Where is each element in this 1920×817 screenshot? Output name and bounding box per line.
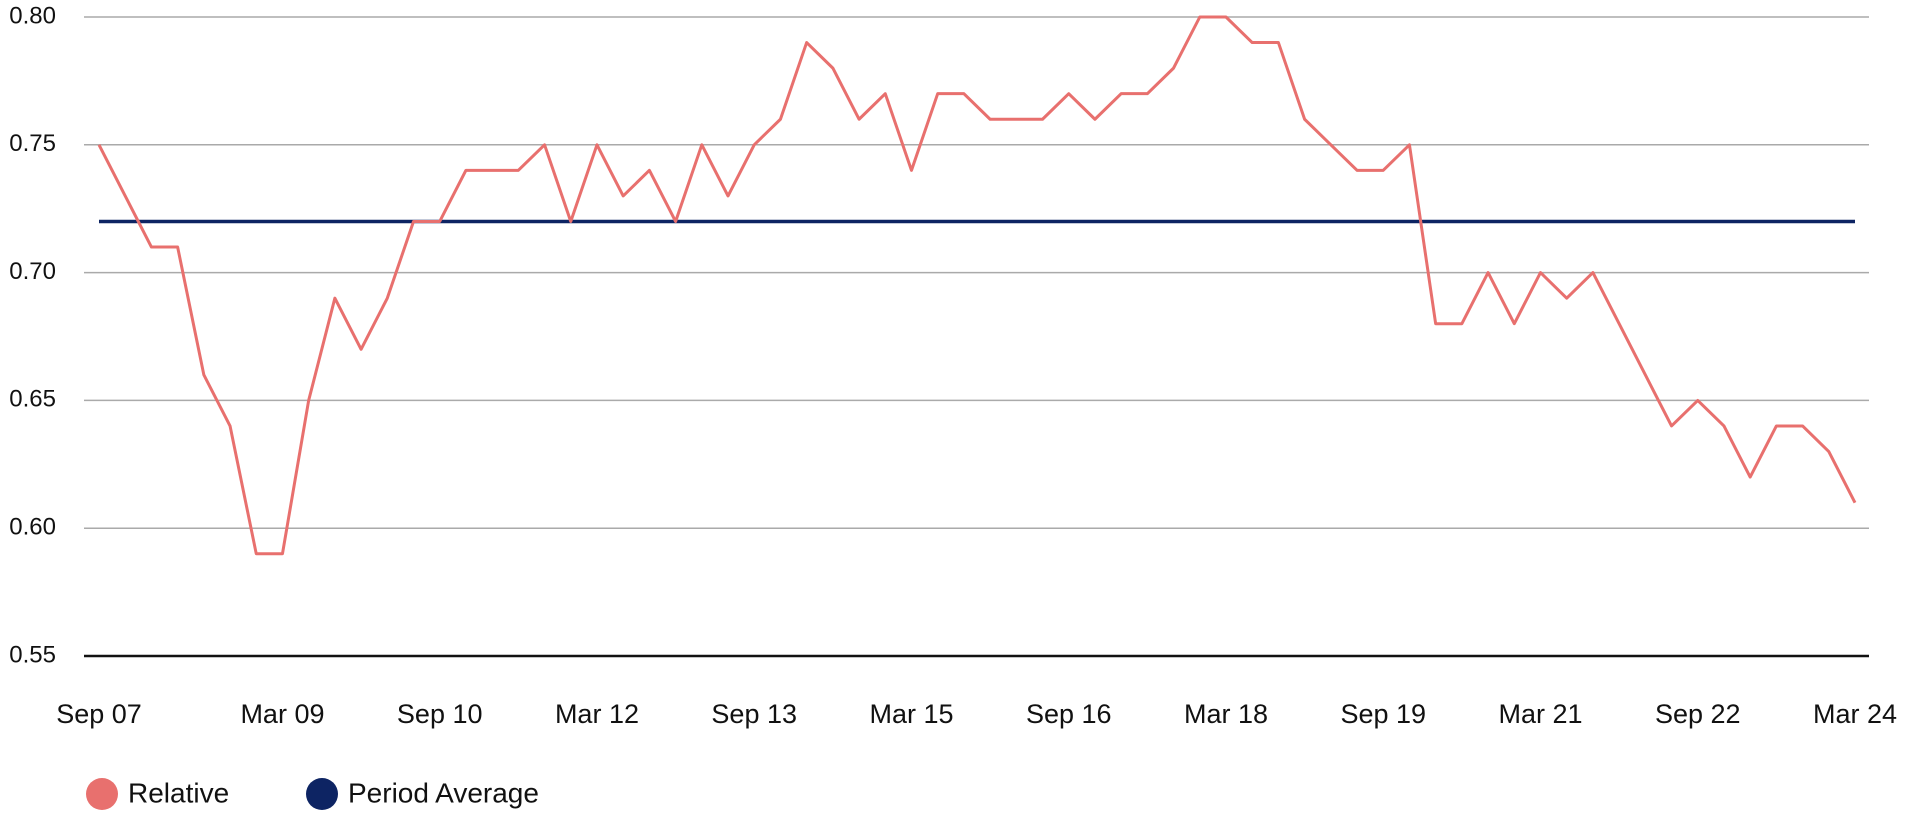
x-tick-label: Mar 12 (555, 699, 639, 729)
y-tick-label: 0.65 (9, 386, 56, 413)
y-tick-label: 0.55 (9, 641, 56, 668)
legend-label: Relative (128, 777, 229, 808)
y-tick-label: 0.80 (9, 2, 56, 29)
legend-label: Period Average (348, 777, 539, 808)
x-tick-label: Sep 22 (1655, 699, 1741, 729)
x-tick-label: Sep 16 (1026, 699, 1112, 729)
x-tick-label: Mar 21 (1498, 699, 1582, 729)
x-tick-label: Sep 13 (711, 699, 797, 729)
y-tick-label: 0.70 (9, 258, 56, 285)
y-tick-label: 0.60 (9, 514, 56, 541)
legend-swatch (306, 778, 338, 810)
legend-swatch (86, 778, 118, 810)
series-line (97, 15, 1857, 556)
x-tick-label: Sep 10 (397, 699, 483, 729)
x-tick-label: Sep 07 (56, 699, 142, 729)
x-tick-label: Mar 09 (240, 699, 324, 729)
x-tick-label: Mar 18 (1184, 699, 1268, 729)
x-tick-label: Mar 24 (1813, 699, 1897, 729)
x-tick-label: Mar 15 (869, 699, 953, 729)
x-tick-label: Sep 19 (1340, 699, 1426, 729)
y-tick-label: 0.75 (9, 130, 56, 157)
